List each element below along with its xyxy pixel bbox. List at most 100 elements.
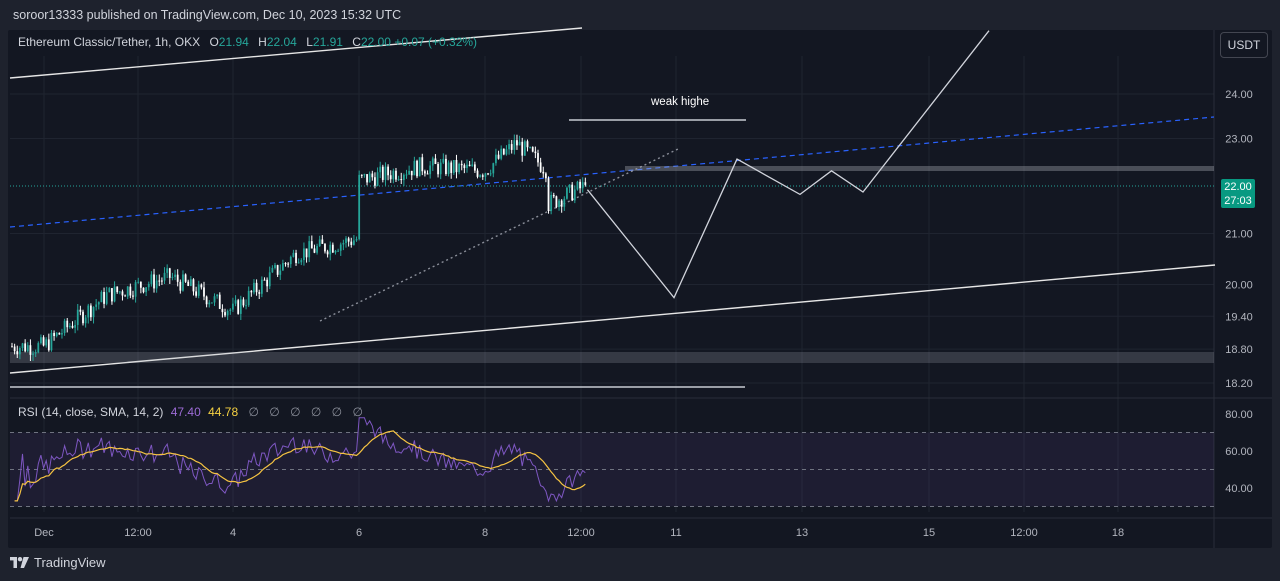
candle-body: [29, 345, 32, 355]
candle-body: [260, 279, 263, 294]
candle-body: [558, 200, 560, 208]
candle-body: [150, 274, 153, 284]
candle-body: [455, 160, 458, 173]
candle-body: [239, 299, 242, 314]
candle-body: [268, 272, 271, 287]
candle-body: [129, 286, 132, 296]
candle-body: [232, 303, 234, 310]
candle-body: [473, 164, 476, 171]
candle-body: [87, 305, 90, 318]
rsi-sma-value: 44.78: [208, 405, 239, 419]
candle-body: [529, 147, 532, 149]
currency-button[interactable]: USDT: [1220, 32, 1268, 58]
candle-body: [242, 299, 245, 306]
y-tick-label: 18.20: [1225, 378, 1253, 390]
support-zone: [10, 352, 1214, 363]
candle-body: [397, 179, 400, 181]
y-tick-label: 18.80: [1225, 344, 1253, 356]
footer[interactable]: TradingView: [10, 553, 106, 573]
candle-body: [247, 290, 250, 306]
candle-body: [32, 353, 34, 355]
x-tick-label: 4: [230, 527, 236, 539]
candle-body: [353, 240, 355, 245]
candle-body: [447, 162, 450, 174]
candle-body: [576, 181, 579, 190]
candle-body: [542, 171, 545, 174]
na-mark: ∅: [269, 405, 280, 419]
rsi-tick-label: 80.00: [1225, 409, 1253, 421]
candle-body: [345, 238, 347, 243]
candle-body: [187, 281, 190, 286]
candle-body: [279, 270, 282, 275]
candle-body: [534, 151, 537, 154]
candle-body: [226, 310, 229, 316]
candle-body: [42, 337, 45, 346]
candle-body: [360, 174, 363, 176]
candle-body: [416, 160, 418, 177]
candle-body: [555, 196, 558, 208]
candle-body: [342, 242, 345, 245]
candle-body: [221, 308, 224, 313]
candle-body: [58, 332, 61, 335]
candle-body: [387, 166, 389, 176]
rsi-legend[interactable]: RSI (14, close, SMA, 14, 2) 47.40 44.78 …: [18, 405, 363, 419]
candle-body: [431, 158, 434, 166]
candle-body: [358, 174, 361, 240]
candle-body: [426, 173, 429, 175]
candle-body: [284, 263, 287, 265]
candle-body: [381, 166, 384, 180]
candle-body: [281, 263, 284, 271]
projection-path: [586, 30, 990, 299]
axis-labels: Dec 12:00 4 6 8 12:00 11 13 15 12:00 18 24.00 23.00 2…: [34, 89, 1253, 539]
candle-body: [374, 177, 376, 186]
na-mark: ∅: [310, 405, 322, 419]
rsi-series-line: [14, 417, 586, 503]
candle-body: [544, 173, 547, 179]
candle-body: [484, 173, 487, 177]
blue-trend-line: [9, 116, 1215, 228]
candle-body: [71, 325, 74, 328]
candle-body: [289, 256, 292, 265]
candle-body: [579, 181, 581, 189]
candle-body: [124, 295, 126, 297]
candle-body: [450, 162, 453, 173]
candle-body: [92, 306, 95, 318]
candle-body: [118, 291, 121, 293]
candle-body: [510, 144, 513, 150]
candle-body: [176, 274, 179, 282]
candle-body: [250, 290, 253, 293]
candle-body: [410, 170, 413, 176]
candle-body: [292, 252, 295, 257]
high-label: H: [258, 35, 267, 49]
candle-body: [324, 243, 326, 252]
candle-body: [421, 157, 424, 172]
candle-body: [395, 170, 397, 180]
y-tick-label: 19.40: [1225, 311, 1253, 323]
symbol-legend[interactable]: Ethereum Classic/Tether, 1h, OKX O21.94 …: [18, 35, 477, 49]
candle-body: [331, 244, 334, 253]
candle-body: [105, 292, 108, 304]
candle-body: [479, 175, 482, 177]
candle-body: [552, 195, 555, 197]
open-label: O: [209, 35, 219, 49]
candle-body: [103, 291, 105, 304]
candle-body: [84, 317, 87, 324]
candle-body: [492, 163, 495, 174]
candle-body: [90, 305, 92, 318]
rsi-bands: [10, 432, 1214, 507]
candle-body: [55, 332, 58, 337]
footer-brand: TradingView: [34, 555, 106, 570]
candle-body: [195, 291, 197, 296]
candle-body: [481, 175, 484, 177]
candle-body: [163, 272, 166, 281]
candle-body: [21, 343, 24, 349]
low-value: 21.91: [312, 35, 343, 49]
candle-body: [142, 287, 145, 293]
candle-body: [437, 163, 439, 175]
na-mark: ∅: [248, 405, 259, 419]
annotation-weak-high[interactable]: weak highe: [650, 96, 709, 108]
candle-body: [153, 274, 155, 289]
candle-body: [581, 182, 584, 189]
candle-body: [497, 154, 500, 159]
